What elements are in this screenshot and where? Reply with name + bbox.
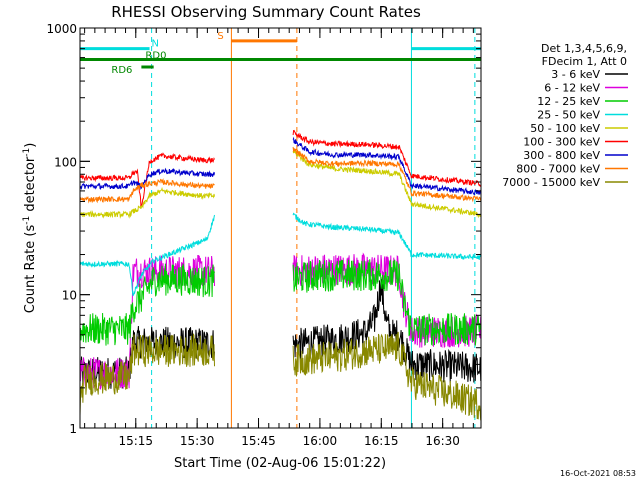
legend-entry-label: 3 - 6 keV: [551, 68, 600, 81]
flag-label-RD0: RD0: [145, 51, 166, 62]
flag-label-RD6: RD6: [111, 65, 132, 76]
timestamp: 16-Oct-2021 08:53: [560, 469, 636, 478]
legend-header-line: FDecim 1, Att 0: [542, 55, 627, 68]
series-line-3: [80, 212, 481, 297]
x-tick-label: 16:30: [425, 434, 460, 448]
series-line-4: [80, 149, 481, 219]
chart-title: RHESSI Observing Summary Count Rates: [111, 3, 421, 21]
series-line-2: [80, 259, 481, 347]
y-axis: 1 10 100 1000: [46, 22, 481, 436]
x-tick-label: 15:30: [180, 434, 215, 448]
legend-entry-label: 7000 - 15000 keV: [502, 176, 600, 189]
legend-entry-label: 100 - 300 keV: [523, 136, 600, 149]
series-line-5: [80, 129, 481, 207]
legend-header-line: Det 1,3,4,5,6,9,: [541, 42, 627, 55]
series-line-1: [80, 252, 481, 390]
x-tick-label: 16:00: [303, 434, 338, 448]
flag-label-N: N: [152, 39, 159, 50]
legend-entry-label: 300 - 800 keV: [523, 149, 600, 162]
flag-label-S: S: [217, 31, 223, 42]
plot-frame: [79, 27, 482, 429]
x-axis-label: Start Time (02-Aug-06 15:01:22): [174, 456, 386, 471]
legend-entry-label: 25 - 50 keV: [537, 109, 600, 122]
legend: Det 1,3,4,5,6,9,FDecim 1, Att 03 - 6 keV…: [502, 42, 628, 189]
legend-entry-label: 50 - 100 keV: [530, 122, 600, 135]
series-line-6: [80, 136, 481, 196]
x-axis: 15:15 15:30 15:45 16:00 16:15 16:30: [84, 28, 474, 448]
y-tick-label: 1: [69, 422, 77, 436]
x-tick-label: 15:15: [118, 434, 153, 448]
y-tick-label: 10: [62, 289, 77, 303]
legend-entry-label: 6 - 12 keV: [544, 82, 600, 95]
x-tick-label: 15:45: [241, 434, 276, 448]
series-line-8: [80, 331, 481, 421]
x-tick-label: 16:15: [364, 434, 399, 448]
y-tick-label: 1000: [46, 22, 77, 36]
series-line-7: [80, 146, 481, 204]
y-tick-label: 100: [54, 155, 77, 169]
legend-entry-label: 800 - 7000 keV: [516, 163, 600, 176]
legend-entry-label: 12 - 25 keV: [537, 95, 600, 108]
y-axis-label: Count Rate (s-1 detector-1): [22, 143, 38, 314]
